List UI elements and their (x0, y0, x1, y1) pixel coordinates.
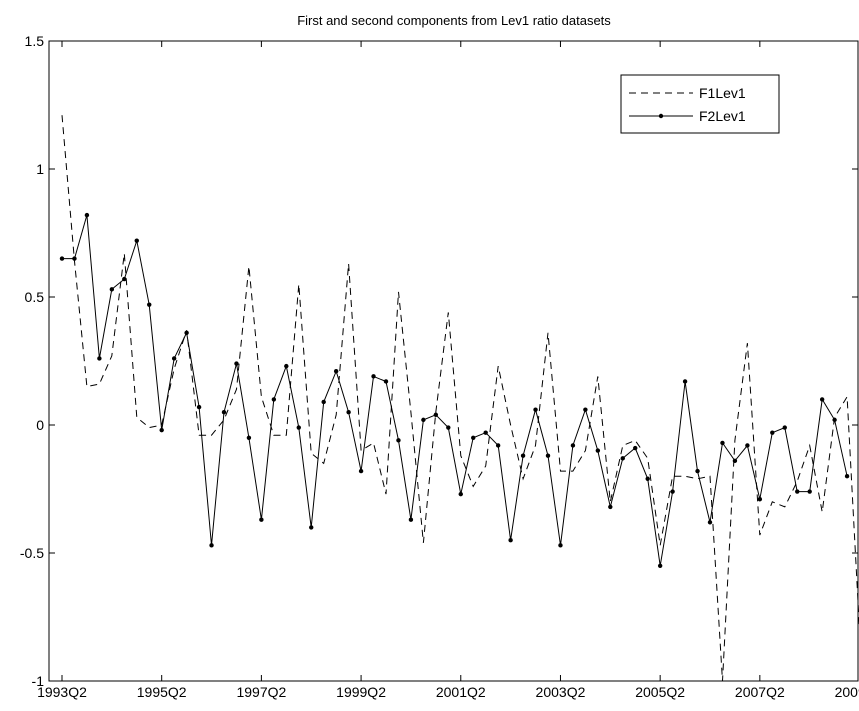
data-point-f2lev1 (533, 407, 538, 412)
data-point-f2lev1 (296, 425, 301, 430)
series-line-f2lev1 (62, 214, 848, 566)
data-point-f2lev1 (321, 399, 326, 405)
chart-title: First and second components from Lev1 ra… (297, 13, 611, 28)
data-point-f2lev1 (271, 397, 277, 402)
data-point-f2lev1 (782, 425, 787, 430)
x-tick-label: 2005Q2 (635, 684, 685, 700)
data-point-f2lev1 (707, 520, 713, 525)
data-point-f2lev1 (159, 427, 164, 433)
data-point-f2lev1 (408, 517, 414, 522)
data-point-f2lev1 (670, 489, 675, 494)
data-point-f2lev1 (371, 374, 376, 379)
data-point-f2lev1 (508, 538, 513, 543)
data-point-f2lev1 (471, 435, 476, 440)
data-point-f2lev1 (757, 497, 763, 502)
data-point-f2lev1 (657, 563, 663, 568)
data-point-f2lev1 (421, 417, 426, 423)
data-point-f2lev1 (122, 276, 127, 282)
data-point-f2lev1 (72, 256, 77, 261)
y-tick-label: 1.5 (25, 33, 45, 49)
data-point-f2lev1 (819, 397, 825, 402)
data-point-f2lev1 (807, 489, 812, 494)
data-point-f2lev1 (246, 435, 252, 440)
plot-frame (48, 40, 859, 682)
data-point-f2lev1 (583, 407, 588, 412)
data-point-f2lev1 (732, 458, 738, 464)
x-tick-label: 1997Q2 (236, 684, 286, 700)
data-point-f2lev1 (259, 517, 264, 522)
data-point-f2lev1 (234, 361, 239, 366)
x-tick-label: 2003Q2 (536, 684, 586, 700)
data-point-f2lev1 (221, 410, 227, 415)
data-point-f2lev1 (196, 404, 202, 410)
data-point-f2lev1 (832, 417, 837, 423)
data-point-f2lev1 (558, 543, 563, 548)
y-tick-label: 1 (36, 161, 44, 177)
data-point-f2lev1 (171, 356, 177, 361)
legend-label-f1lev1: F1Lev1 (699, 85, 746, 101)
data-point-f2lev1 (84, 212, 90, 218)
data-point-f2lev1 (383, 379, 389, 384)
data-point-f2lev1 (682, 379, 688, 384)
data-point-f2lev1 (358, 468, 364, 474)
data-point-f2lev1 (446, 425, 451, 430)
data-point-f2lev1 (695, 468, 700, 474)
data-point-f2lev1 (59, 256, 65, 261)
x-tick-label: 2009Q2 (835, 684, 859, 700)
data-point-f2lev1 (633, 445, 638, 451)
y-tick-label: 0.5 (25, 289, 45, 305)
data-point-f2lev1 (495, 443, 501, 448)
data-point-f2lev1 (333, 369, 339, 374)
legend-label-f2lev1: F2Lev1 (699, 108, 746, 124)
data-point-f2lev1 (483, 430, 488, 435)
data-point-f2lev1 (396, 438, 401, 443)
data-point-f2lev1 (458, 491, 463, 497)
data-point-f2lev1 (109, 287, 115, 292)
data-point-f2lev1 (134, 238, 139, 243)
y-tick-label: 0 (36, 417, 44, 433)
data-point-f2lev1 (770, 430, 775, 435)
legend-box (620, 74, 780, 134)
data-point-f2lev1 (346, 410, 351, 415)
data-point-f2lev1 (545, 453, 551, 458)
y-tick-label: -1 (32, 673, 45, 689)
data-point-f2lev1 (433, 412, 439, 417)
data-point-f2lev1 (184, 330, 189, 336)
data-point-f2lev1 (608, 504, 613, 510)
data-point-f2lev1 (795, 489, 800, 494)
data-point-f2lev1 (147, 302, 152, 307)
data-point-f2lev1 (570, 443, 576, 448)
data-point-f2lev1 (284, 363, 289, 369)
data-point-f2lev1 (720, 440, 725, 446)
series-line-f1lev1 (61, 115, 859, 682)
x-tick-label: 1999Q2 (336, 684, 386, 700)
data-point-f2lev1 (620, 456, 625, 461)
data-point-f2lev1 (97, 356, 102, 361)
x-tick-label: 2007Q2 (735, 684, 785, 700)
legend-marker-f2lev1 (658, 113, 664, 119)
data-point-f2lev1 (309, 525, 314, 530)
x-tick-label: 1993Q2 (37, 684, 87, 700)
x-tick-label: 2001Q2 (436, 684, 486, 700)
data-point-f2lev1 (844, 474, 850, 479)
data-point-f2lev1 (520, 453, 526, 458)
y-tick-label: -0.5 (20, 545, 44, 561)
data-point-f2lev1 (595, 448, 601, 453)
plot-area: -1 -0.5 0 0.5 1 1.5 1993Q2 1995Q2 1997Q2 1999Q2 20… (20, 33, 859, 700)
data-point-f2lev1 (645, 476, 650, 481)
data-point-f2lev1 (745, 443, 750, 448)
x-tick-label: 1995Q2 (137, 684, 187, 700)
data-point-f2lev1 (209, 543, 214, 548)
